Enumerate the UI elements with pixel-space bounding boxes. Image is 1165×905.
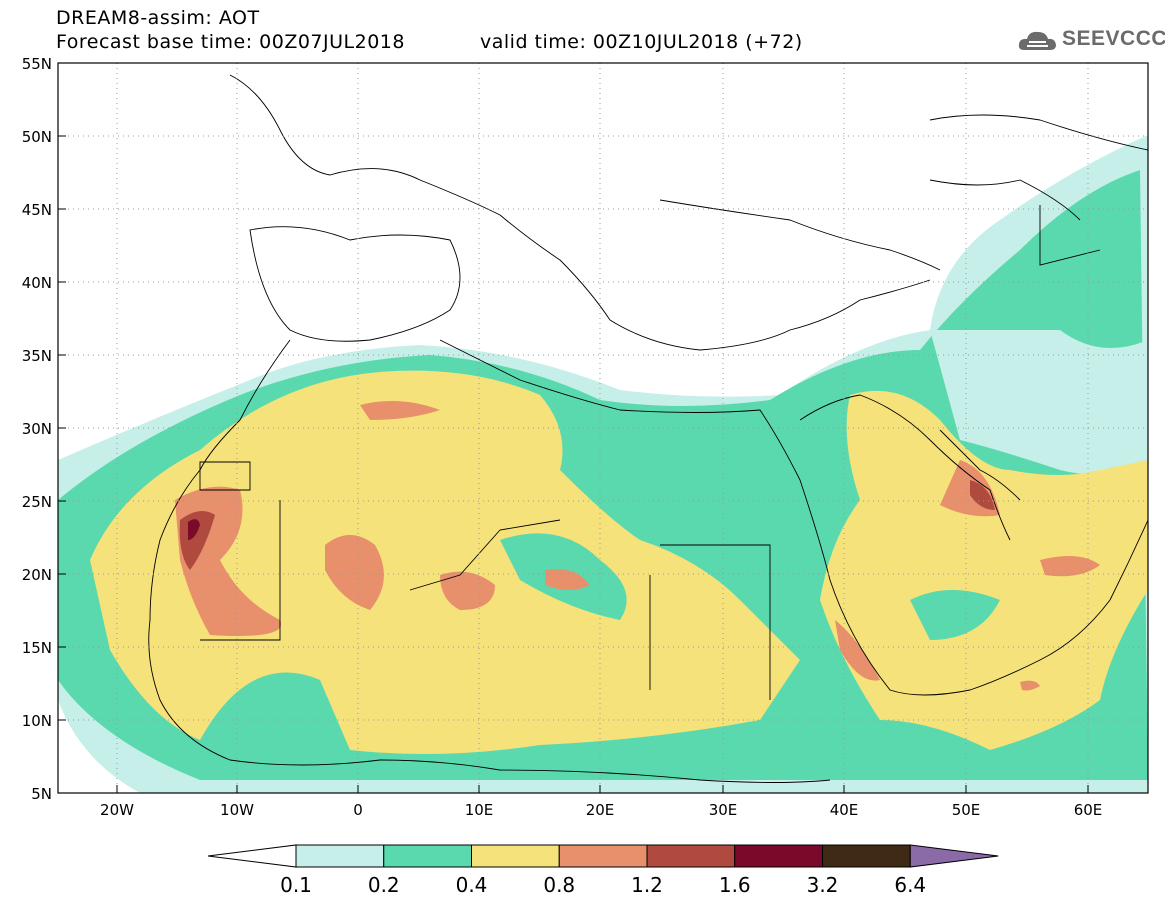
lat-label: 15N: [22, 639, 52, 657]
colorbar-label: 6.4: [894, 873, 926, 897]
colorbar-segment: [383, 844, 472, 868]
lat-label: 30N: [22, 420, 52, 438]
colorbar-label: 0.2: [368, 873, 400, 897]
colorbar-segment: [822, 844, 911, 868]
colorbar-label: 0.1: [280, 873, 312, 897]
lon-label: 50E: [952, 801, 981, 819]
colorbar-segment: [558, 844, 648, 868]
lat-label: 55N: [22, 55, 52, 73]
lon-label: 20W: [100, 801, 134, 819]
tick-marks: [58, 62, 1089, 793]
lat-label: 20N: [22, 566, 52, 584]
colorbar-segment: [734, 844, 823, 868]
grid-lines: [58, 63, 1148, 793]
colorbar-segment: [295, 844, 385, 868]
colorbar-min-arrow: [207, 844, 297, 868]
colorbar-max-arrow: [909, 844, 999, 868]
lon-label: 40E: [830, 801, 859, 819]
lon-label: 60E: [1074, 801, 1103, 819]
lat-label: 45N: [22, 201, 52, 219]
colorbar-label: 1.2: [631, 873, 663, 897]
lon-labels: 20W 10W 0 10E 20E 30E 40E 50E 60E: [100, 801, 1102, 819]
lon-label: 30E: [709, 801, 738, 819]
lat-label: 10N: [22, 712, 52, 730]
lat-label: 35N: [22, 347, 52, 365]
lat-label: 25N: [22, 493, 52, 511]
lon-label: 10E: [465, 801, 494, 819]
colorbar: 0.1 0.2 0.4 0.8 1.2 1.6 3.2 6.4: [207, 844, 999, 897]
colorbar-label: 0.8: [543, 873, 575, 897]
colorbar-label: 1.6: [719, 873, 751, 897]
lat-label: 40N: [22, 274, 52, 292]
logo-text: SEEVCCC: [1062, 27, 1165, 50]
valid-time-label: valid time: 00Z10JUL2018 (+72): [480, 31, 803, 53]
lat-labels: 55N 50N 45N 40N 35N 30N 25N 20N 15N 10N …: [22, 55, 52, 803]
lon-label: 10W: [220, 801, 254, 819]
lat-label: 50N: [22, 128, 52, 146]
map-title: DREAM8-assim: AOT: [56, 7, 260, 29]
lon-label: 20E: [586, 801, 615, 819]
colorbar-segment: [471, 844, 560, 868]
colorbar-segment: [646, 844, 736, 868]
colorbar-label: 0.4: [456, 873, 488, 897]
seevccc-logo-icon: [1018, 31, 1056, 50]
lon-label: 0: [353, 801, 363, 819]
lat-label: 5N: [31, 785, 52, 803]
base-time-label: Forecast base time: 00Z07JUL2018: [56, 31, 405, 53]
coastlines: [148, 74, 1148, 783]
colorbar-label: 3.2: [807, 873, 839, 897]
